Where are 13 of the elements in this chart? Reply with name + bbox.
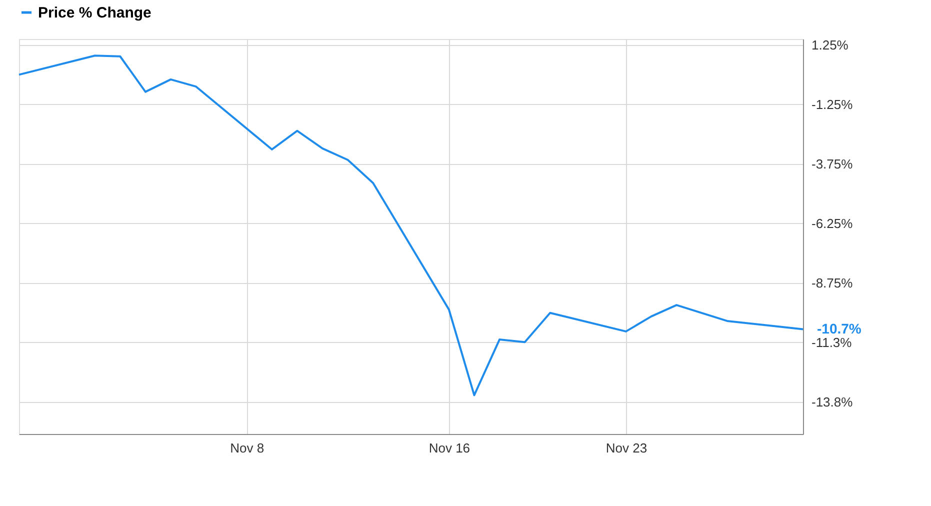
- y-tick-label: -8.75%: [812, 275, 854, 290]
- y-tick-label: -11.3%: [812, 334, 852, 350]
- line-series: [18, 54, 804, 396]
- y-tick-label: -3.75%: [812, 156, 854, 172]
- y-tick-label: -1.25%: [812, 96, 854, 112]
- x-tick-label: Nov 16: [428, 440, 470, 456]
- legend-label: Price % Change: [38, 4, 152, 22]
- y-tick-label: 1.25%: [812, 37, 849, 52]
- x-tick-label: Nov 8: [230, 440, 264, 456]
- y-tick-label: -13.8%: [812, 394, 854, 410]
- y-tick-label: -6.25%: [812, 216, 854, 231]
- annotation: -10.7%: [817, 320, 862, 336]
- x-tick-label: Nov 23: [606, 440, 648, 456]
